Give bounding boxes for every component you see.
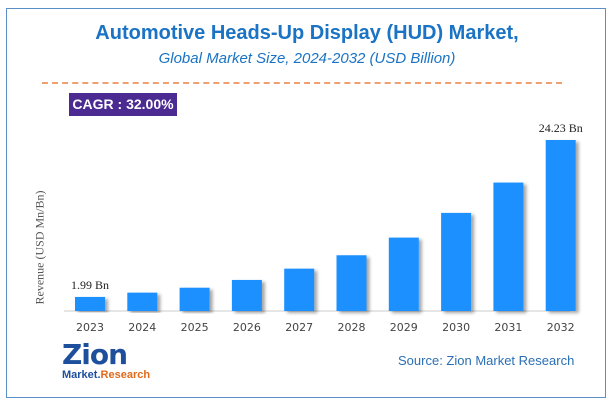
- bar-2031: [493, 182, 524, 311]
- x-tick-label: 2024: [128, 321, 156, 334]
- logo-sub-text: Market.Research: [62, 369, 151, 381]
- logo-sub-research: Research: [100, 369, 151, 381]
- bar-2032: [545, 140, 576, 311]
- x-tick-label: 2029: [390, 321, 418, 334]
- bar-2023: [75, 296, 105, 311]
- x-tick-label: 2026: [233, 321, 261, 334]
- logo-main-text: Zion: [62, 338, 128, 371]
- x-tick-label: 2030: [442, 321, 470, 334]
- divider: [42, 82, 562, 84]
- bar-2027: [284, 268, 315, 311]
- x-tick-label: 2028: [338, 321, 366, 334]
- x-tick-label: 2031: [494, 321, 522, 334]
- x-tick-label: 2032: [547, 321, 575, 334]
- source-text: Source: Zion Market Research: [398, 353, 575, 368]
- bar-2029: [388, 237, 419, 311]
- logo-sub-market: Market: [62, 369, 98, 381]
- x-tick-label: 2023: [76, 321, 104, 334]
- chart-title: Automotive Heads-Up Display (HUD) Market…: [95, 22, 519, 44]
- bar-2028: [336, 255, 367, 311]
- data-label: 1.99 Bn: [71, 278, 109, 292]
- chart-subtitle: Global Market Size, 2024-2032 (USD Billi…: [158, 50, 456, 67]
- zion-logo: Zion Market.Research: [62, 338, 151, 385]
- bar-2025: [179, 287, 210, 311]
- data-label: 24.23 Bn: [539, 121, 583, 135]
- bar-2030: [441, 212, 472, 311]
- x-tick-label: 2027: [285, 321, 313, 334]
- bar-2026: [231, 279, 262, 311]
- x-tick-label: 2025: [181, 321, 209, 334]
- cagr-badge: CAGR : 32.00%: [69, 93, 177, 116]
- bar-2024: [127, 292, 158, 311]
